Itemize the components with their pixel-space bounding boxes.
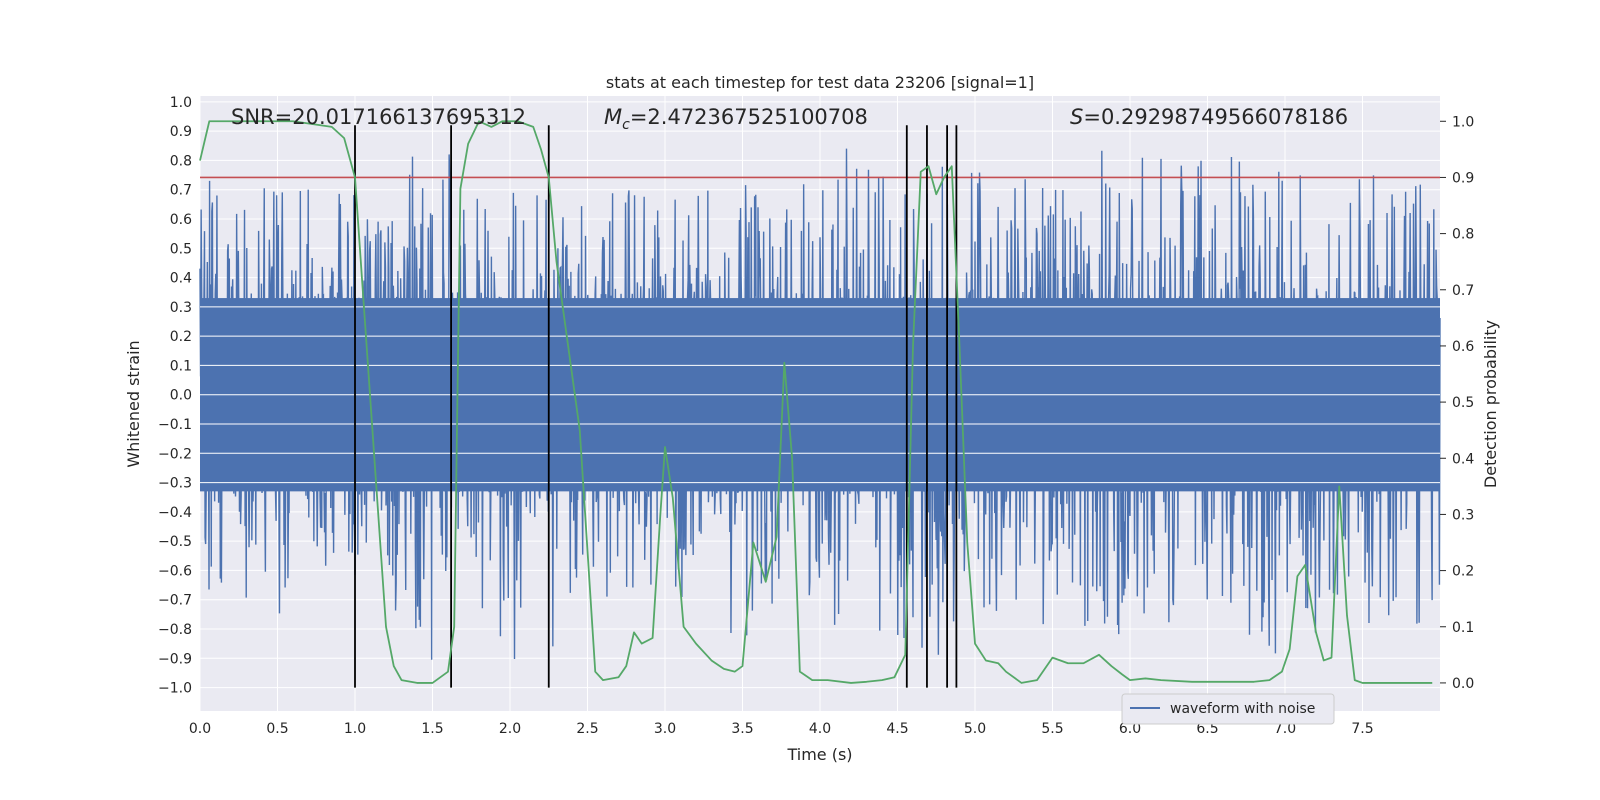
y2-tick-label: 0.8 <box>1452 227 1474 243</box>
y2-axis-label: Detection probability <box>1481 320 1500 488</box>
y-tick-label: −0.2 <box>158 446 192 462</box>
y-tick-label: −0.7 <box>158 593 192 609</box>
x-tick-label: 0.0 <box>189 721 211 737</box>
y-axis-ticks: 1.0 0.9 0.8 0.7 0.6 0.5 0.4 0.3 0.2 0.1 0.0 −0.1 −0.… <box>158 95 192 697</box>
chirp-mass-value: =2.472367525100708 <box>630 105 868 129</box>
y-tick-label: 0.5 <box>170 241 192 257</box>
y-tick-label: −0.9 <box>158 651 192 667</box>
y-tick-label: 0.8 <box>170 153 192 169</box>
y2-tick-label: 0.3 <box>1452 507 1474 523</box>
x-tick-label: 5.5 <box>1041 721 1063 737</box>
y-tick-label: 0.1 <box>170 358 192 374</box>
y2-axis-ticks: 1.0 0.9 0.8 0.7 0.6 0.5 0.4 0.3 0.2 0.1 0.0 <box>1440 114 1474 692</box>
y-axis-label: Whitened strain <box>124 340 143 467</box>
y2-tick-label: 0.4 <box>1452 451 1474 467</box>
x-tick-label: 1.0 <box>344 721 366 737</box>
chirp-mass-subscript: c <box>622 117 630 133</box>
x-tick-label: 5.0 <box>964 721 986 737</box>
x-tick-label: 0.5 <box>266 721 288 737</box>
chart-title: stats at each timestep for test data 232… <box>606 73 1034 92</box>
y-tick-label: 0.0 <box>170 388 192 404</box>
y-tick-label: 1.0 <box>170 95 192 111</box>
y2-tick-label: 0.0 <box>1452 676 1474 692</box>
x-tick-label: 7.0 <box>1274 721 1296 737</box>
s-annotation: S=0.29298749566078186 <box>1070 105 1348 129</box>
y-tick-label: −0.1 <box>158 417 192 433</box>
y-tick-label: −0.3 <box>158 476 192 492</box>
x-tick-label: 2.0 <box>499 721 521 737</box>
overlays <box>200 125 1440 688</box>
y-tick-label: 0.6 <box>170 212 192 228</box>
y2-tick-label: 0.7 <box>1452 283 1474 299</box>
x-tick-label: 4.5 <box>886 721 908 737</box>
legend: waveform with noise <box>1121 693 1335 725</box>
probability-series <box>199 120 1433 684</box>
y2-tick-label: 0.5 <box>1452 395 1474 411</box>
x-axis-ticks: 0.0 0.5 1.0 1.5 2.0 2.5 3.0 3.5 4.0 4.5 5.0 5.5 6.0 6… <box>189 721 1374 737</box>
y-tick-label: −0.4 <box>158 505 192 521</box>
probability-line <box>199 120 1433 684</box>
y2-tick-label: 0.6 <box>1452 339 1474 355</box>
chirp-mass-symbol: M <box>604 105 622 129</box>
legend-box <box>1121 693 1335 725</box>
y-tick-label: −0.6 <box>158 563 192 579</box>
x-tick-label: 7.5 <box>1351 721 1373 737</box>
chirp-mass-annotation: Mc=2.472367525100708 <box>604 105 868 133</box>
waveform-series <box>199 148 1441 660</box>
x-tick-label: 4.0 <box>809 721 831 737</box>
s-symbol: S <box>1070 105 1083 129</box>
y-tick-label: 0.7 <box>170 183 192 199</box>
legend-label: waveform with noise <box>1170 701 1315 717</box>
y2-tick-label: 0.9 <box>1452 170 1474 186</box>
x-tick-label: 1.5 <box>421 721 443 737</box>
y-tick-label: 0.9 <box>170 124 192 140</box>
y-tick-label: 0.2 <box>170 329 192 345</box>
y2-tick-label: 1.0 <box>1452 114 1474 130</box>
x-tick-label: 6.5 <box>1196 721 1218 737</box>
y-tick-label: −0.5 <box>158 534 192 550</box>
x-tick-label: 3.5 <box>731 721 753 737</box>
y-tick-label: −1.0 <box>158 681 192 697</box>
x-tick-label: 6.0 <box>1119 721 1141 737</box>
y-tick-label: −0.8 <box>158 622 192 638</box>
x-tick-label: 3.0 <box>654 721 676 737</box>
y2-tick-label: 0.1 <box>1452 620 1474 636</box>
y-tick-label: 0.3 <box>170 300 192 316</box>
y-tick-label: 0.4 <box>170 271 192 287</box>
x-axis-label: Time (s) <box>786 745 852 764</box>
snr-annotation: SNR=20.017166137695312 <box>231 105 526 129</box>
y2-tick-label: 0.2 <box>1452 564 1474 580</box>
x-tick-label: 2.5 <box>576 721 598 737</box>
s-value: =0.29298749566078186 <box>1083 105 1348 129</box>
